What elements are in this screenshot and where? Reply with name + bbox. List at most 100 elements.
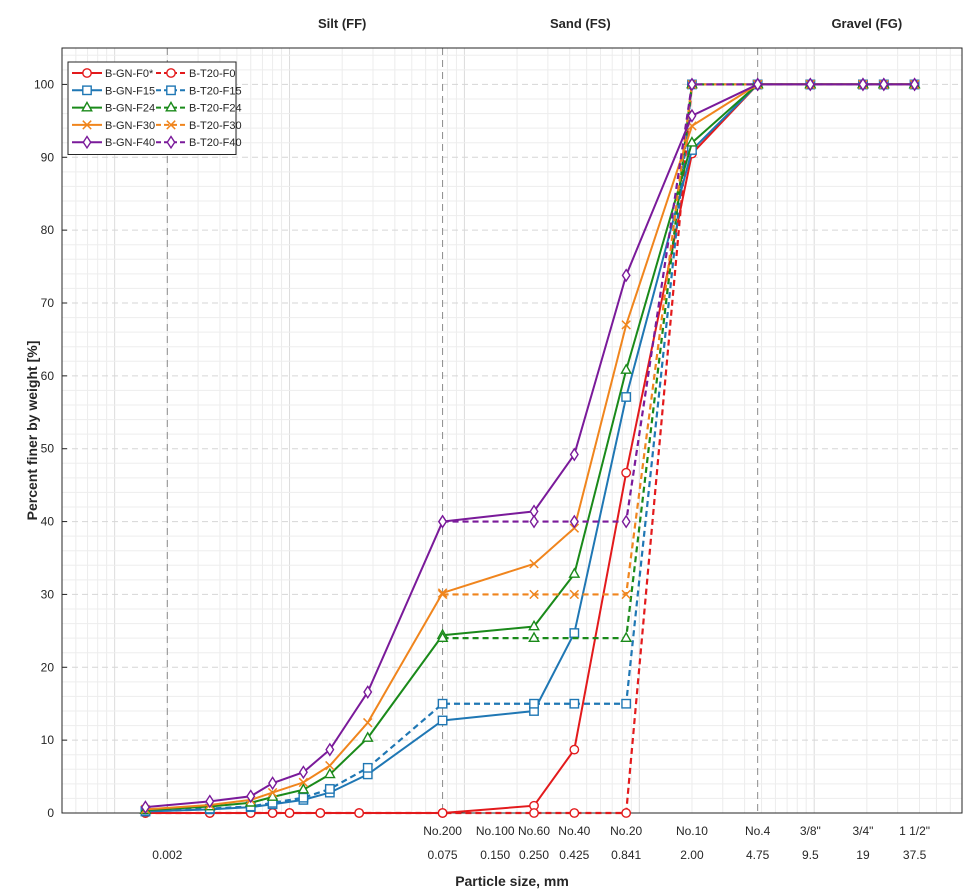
data-point [529,559,539,569]
legend-item: B-GN-F15 [72,85,155,97]
legend-item: B-GN-F40 [72,135,155,150]
data-point [528,619,540,631]
data-point [267,787,278,798]
legend-label: B-GN-F40 [105,137,155,149]
y-tick-label: 80 [41,223,55,237]
data-point [324,784,335,794]
data-point [529,589,539,600]
x-tick-label-size: 0.002 [152,848,182,862]
legend-item: B-GN-F0* [72,68,154,80]
y-tick-label: 100 [34,77,54,91]
y-tick-label: 40 [41,515,55,529]
data-point [315,808,326,818]
data-point [284,808,295,818]
data-point [879,77,889,92]
zone-label: Silt (FF) [318,16,366,31]
legend-marker [166,68,176,78]
data-point [569,589,580,600]
data-point [205,794,215,809]
x-tick-label-size: 0.150 [480,848,510,862]
y-tick-label: 90 [41,150,55,164]
data-point [363,717,373,728]
grid [61,48,963,814]
legend-marker [166,120,176,130]
x-tick-label-sieve: No.40 [558,824,590,838]
data-point [267,808,278,818]
data-point [910,77,920,92]
legend-item: B-T20-F15 [156,85,242,97]
data-point [569,628,580,638]
y-axis-label: Percent finer by weight [%] [24,341,40,521]
data-point [437,588,448,598]
plot-frame [61,47,963,814]
data-point [621,589,631,600]
x-tick-label-sieve: 3/8" [800,824,821,838]
data-point [858,77,868,92]
legend-label: B-T20-F30 [189,120,242,132]
legend-label: B-GN-F0* [105,68,154,80]
x-tick-label-sieve: 3/4" [852,824,873,838]
series-line [145,83,915,809]
data-point [437,715,448,726]
data-point [354,808,365,818]
series-B-T20-F30 [437,79,920,600]
x-tick-label-sieve: No.100 [476,824,515,838]
series-line [442,83,915,640]
data-point [362,762,373,773]
data-point [268,776,278,791]
legend-item: B-T20-F24 [156,100,242,115]
y-tick-labels: 0 10 20 30 40 50 60 70 80 90 100 [34,77,67,820]
y-tick-label: 50 [41,442,55,456]
data-point [621,320,631,330]
legend-marker [166,85,176,96]
legend-label: B-GN-F15 [105,85,155,97]
x-tick-label-sieve: No.60 [518,824,550,838]
y-tick-label: 30 [41,587,55,601]
legend-marker [82,120,92,130]
data-point [805,77,815,92]
x-tick-label-size: 37.5 [903,848,927,862]
data-point [620,363,633,374]
legend-label: B-T20-F15 [189,85,242,97]
x-tick-label-size: 2.00 [680,848,704,862]
x-tick-labels: No.200 No.100 No.60 No.40 No.20 No.10 No.4 3/8"… [152,824,930,862]
x-tick-label-size: 4.75 [746,848,770,862]
data-point [569,744,580,755]
data-point [325,760,335,771]
data-point [437,698,448,709]
data-point [325,742,335,757]
x-tick-label-size: 0.425 [559,848,589,862]
data-point [620,631,633,643]
data-point [246,789,256,804]
data-point [140,800,150,815]
data-point [686,136,698,147]
legend-label: B-GN-F24 [105,103,155,115]
data-point [621,808,632,818]
series-B-T20-F40 [438,77,920,529]
data-point [621,392,632,402]
series-line [442,83,915,523]
data-point [621,698,632,709]
legend-marker [82,135,92,150]
data-point [297,783,310,794]
data-point [568,567,581,578]
data-point [298,765,308,780]
data-point [621,467,632,478]
x-tick-label-size: 19 [856,848,870,862]
data-point [687,108,697,123]
zone-label: Gravel (FG) [831,16,902,31]
legend-label: B-GN-F30 [105,120,155,132]
data-point [436,631,449,643]
series-layer [139,77,921,818]
y-tick-label: 60 [41,369,55,383]
data-point [687,77,697,92]
x-tick-label-sieve: No.4 [745,824,771,838]
legend-marker [166,135,176,150]
legend-marker [165,100,177,112]
series-B-T20-F15 [140,79,920,816]
data-point [621,514,631,529]
data-point [621,268,631,283]
zone-boundaries [166,48,759,813]
data-point [569,808,580,818]
